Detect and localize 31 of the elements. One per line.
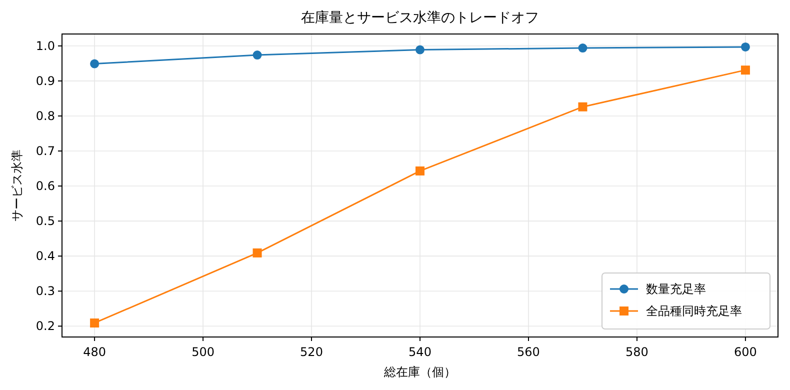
point xyxy=(90,59,100,68)
x-tick-label: 520 xyxy=(300,345,323,359)
point xyxy=(416,45,424,54)
x-tick-label: 540 xyxy=(408,345,432,359)
point xyxy=(252,248,262,258)
y-tick-label: 0.9 xyxy=(36,74,55,88)
y-axis-title: サービス水準 xyxy=(10,150,24,222)
x-tick-label: 580 xyxy=(626,345,648,359)
x-tick-label: 600 xyxy=(734,345,757,359)
point xyxy=(740,42,750,52)
point xyxy=(578,44,588,53)
x-axis-title: 総在庫（個） xyxy=(383,365,456,379)
point xyxy=(578,102,588,112)
point xyxy=(416,166,424,176)
x-tick-label: 560 xyxy=(517,345,540,359)
y-tick-label: 0.5 xyxy=(36,214,55,228)
y-tick-label: 0.6 xyxy=(36,179,55,194)
y-tick-label: 0.2 xyxy=(36,319,55,334)
y-tick-label: 0.3 xyxy=(36,284,55,298)
legend-label: 数量充足率 xyxy=(646,282,706,296)
legend-label: 全品種同時充足率 xyxy=(646,304,742,318)
point xyxy=(90,318,100,328)
y-tick-label: 0.8 xyxy=(36,108,55,123)
x-tick-label: 480 xyxy=(83,345,106,359)
y-tick-label: 0.7 xyxy=(36,144,55,158)
y-tick-label: 1.0 xyxy=(36,38,55,53)
y-tick-label: 0.4 xyxy=(36,249,55,264)
x-tick-label: 500 xyxy=(192,345,214,359)
point xyxy=(252,50,262,60)
chart-title: 在庫量とサービス水準のトレードオフ xyxy=(301,10,539,26)
point xyxy=(740,66,750,75)
